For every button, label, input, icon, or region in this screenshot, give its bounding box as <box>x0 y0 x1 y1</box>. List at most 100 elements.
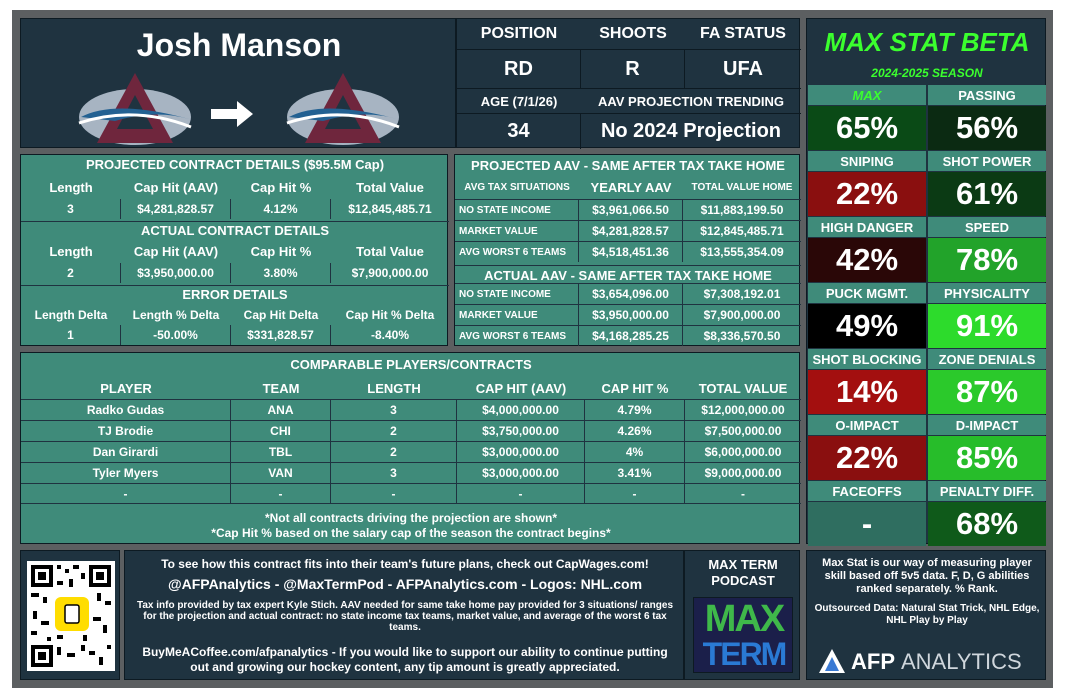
tax-row-aav: $4,518,451.36 <box>579 242 683 262</box>
tax-row-label: MARKET VALUE <box>455 221 579 241</box>
projected-header: Cap Hit (AAV) <box>133 179 219 195</box>
stat-label: PHYSICALITY <box>928 283 1046 303</box>
total-value-cell: $12,000,000.00 <box>701 403 785 417</box>
tax-row-total: $13,555,354.09 <box>700 245 784 259</box>
tax-header: AVG TAX SITUATIONS <box>464 181 570 193</box>
fa-status-label: FA STATUS <box>700 25 786 42</box>
caphit-cell: $3,000,000.00 <box>457 463 585 483</box>
player-name: Josh Manson <box>136 27 342 63</box>
actual-header: Total Value <box>356 243 424 259</box>
stat-label: D-IMPACT <box>928 415 1046 435</box>
projected-value: 4.12% <box>231 199 331 219</box>
stat-label: SHOT BLOCKING <box>808 349 926 369</box>
total-value-cell: $7,500,000.00 <box>704 424 782 438</box>
actual-value: $7,900,000.00 <box>351 266 429 280</box>
maxstat-desc-panel: Max Stat is our way of measuring player … <box>806 550 1046 680</box>
qr-code-icon <box>27 561 115 671</box>
tax-projected-rows: NO STATE INCOME $3,961,066.50 $11,883,19… <box>455 199 801 262</box>
error-title: ERROR DETAILS <box>182 287 288 302</box>
stat-value: 49% <box>808 304 926 348</box>
comparables-panel: COMPARABLE PLAYERS/CONTRACTS PLAYER TEAM… <box>20 352 801 544</box>
maxstat-description: Max Stat is our way of measuring player … <box>822 557 1032 595</box>
length-cell: 2 <box>331 442 457 462</box>
projected-header: Total Value <box>356 179 424 195</box>
error-value: -8.40% <box>370 328 410 342</box>
stat-label: FACEOFFS <box>808 481 926 501</box>
tax-row-label: NO STATE INCOME <box>455 200 579 220</box>
tax-row-total: $11,883,199.50 <box>700 203 784 217</box>
team-cell: - <box>231 484 331 503</box>
stat-label: ZONE DENIALS <box>928 349 1046 369</box>
player-cell: Dan Girardi <box>21 442 231 462</box>
player-header: Josh Manson <box>20 18 456 148</box>
projected-value: $12,845,485.71 <box>348 202 432 216</box>
comparables-header: LENGTH <box>367 380 421 396</box>
tax-row-aav: $3,654,096.00 <box>579 284 683 304</box>
caphit-cell: $3,750,000.00 <box>457 421 585 441</box>
length-cell: - <box>331 484 457 503</box>
afp-brand-b: ANALYTICS <box>901 649 1022 674</box>
stat-label: SNIPING <box>808 151 926 171</box>
stat-label: O-IMPACT <box>808 415 926 435</box>
aav-trend-value: No 2024 Projection <box>581 113 801 149</box>
table-row: - - - - - - <box>21 483 801 504</box>
projected-title: PROJECTED CONTRACT DETAILS ($95.5M Cap) <box>85 157 385 172</box>
actual-value: 3.80% <box>231 263 331 283</box>
team-logo-from <box>78 73 192 145</box>
afp-brand-a: AFP <box>851 649 895 674</box>
total-value-cell: $9,000,000.00 <box>704 466 782 480</box>
stat-value: - <box>808 502 926 546</box>
comparables-header: CAP HIT (AAV) <box>475 380 567 396</box>
age-value: 34 <box>457 113 581 149</box>
stat-value: 22% <box>808 436 926 480</box>
error-value: -50.00% <box>121 325 231 345</box>
maxstat-panel: MAX STAT BETA 2024-2025 SEASON MAX 65% PAS… <box>806 18 1047 546</box>
stat-value: 22% <box>808 172 926 216</box>
max-term-logo: MAX TERM <box>693 597 793 673</box>
stat-value: 14% <box>808 370 926 414</box>
error-header: Length Delta <box>34 308 108 322</box>
stat-label: SHOT POWER <box>928 151 1046 171</box>
stat-value: 85% <box>928 436 1046 480</box>
tax-projected-title: PROJECTED AAV - SAME AFTER TAX TAKE HOME <box>471 158 785 173</box>
bio-panel: POSITION SHOOTS FA STATUS RD R UFA AGE (… <box>456 18 801 149</box>
footer-capwages-line: To see how this contract fits into their… <box>161 557 649 571</box>
qr-panel <box>20 550 120 680</box>
stat-value: 56% <box>928 106 1046 150</box>
comparables-title: COMPARABLE PLAYERS/CONTRACTS <box>290 357 532 372</box>
maxstat-grid: MAX 65% PASSING 56% SNIPING 22% SHOT POWER 61% H… <box>807 85 1047 546</box>
stat-label: SPEED <box>928 217 1046 237</box>
team-cell: TBL <box>231 442 331 462</box>
stat-label: PASSING <box>928 85 1046 105</box>
caphit-cell: $3,000,000.00 <box>457 442 585 462</box>
tax-row-aav: $4,168,285.25 <box>579 326 683 346</box>
maxstat-season: 2024-2025 SEASON <box>871 66 983 80</box>
comparables-note-1: *Not all contracts driving the projectio… <box>264 511 558 525</box>
actual-header: Cap Hit % <box>250 243 312 259</box>
comparables-header: TOTAL VALUE <box>698 380 788 396</box>
podcast-panel: MAX TERM PODCAST MAX TERM <box>684 550 800 680</box>
comparables-rows: Radko Gudas ANA 3 $4,000,000.00 4.79% $1… <box>21 399 801 504</box>
tax-row-label: AVG WORST 6 TEAMS <box>455 326 579 346</box>
actual-header: Cap Hit (AAV) <box>133 243 219 259</box>
tax-panel: PROJECTED AAV - SAME AFTER TAX TAKE HOME… <box>454 154 801 346</box>
stat-value: 78% <box>928 238 1046 282</box>
shoots-value: R <box>581 49 685 89</box>
caphit-pct-cell: - <box>585 484 685 503</box>
caphit-pct-cell: 3.41% <box>585 463 685 483</box>
length-cell: 3 <box>331 463 457 483</box>
error-header: Length % Delta <box>132 308 220 322</box>
error-header: Cap Hit % Delta <box>345 308 435 322</box>
actual-value: 2 <box>21 263 121 283</box>
stat-value: 42% <box>808 238 926 282</box>
team-cell: VAN <box>231 463 331 483</box>
contract-card: Josh Manson POSITION SHOOTS FA STATUS RD… <box>12 10 1053 688</box>
actual-title: ACTUAL CONTRACT DETAILS <box>140 223 329 238</box>
actual-header: Length <box>49 243 93 259</box>
team-cell: CHI <box>231 421 331 441</box>
tax-row-aav: $3,961,066.50 <box>579 200 683 220</box>
length-cell: 3 <box>331 400 457 420</box>
shoots-label: SHOOTS <box>599 25 667 42</box>
footer-social-line: @AFPAnalytics - @MaxTermPod - AFPAnalyti… <box>167 576 643 592</box>
aav-trend-label: AAV PROJECTION TRENDING <box>597 93 785 109</box>
